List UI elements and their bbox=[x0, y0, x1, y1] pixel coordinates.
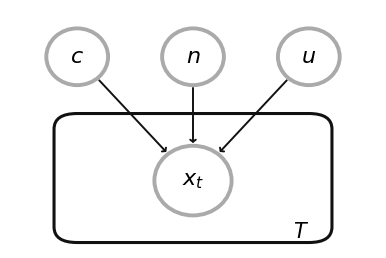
Ellipse shape bbox=[154, 146, 232, 215]
Text: $T$: $T$ bbox=[293, 222, 309, 242]
Ellipse shape bbox=[278, 28, 340, 85]
Text: $x_t$: $x_t$ bbox=[182, 171, 204, 191]
Text: u: u bbox=[302, 47, 316, 67]
Text: c: c bbox=[71, 47, 83, 67]
Text: n: n bbox=[186, 47, 200, 67]
Ellipse shape bbox=[46, 28, 108, 85]
FancyBboxPatch shape bbox=[54, 114, 332, 243]
Ellipse shape bbox=[162, 28, 224, 85]
